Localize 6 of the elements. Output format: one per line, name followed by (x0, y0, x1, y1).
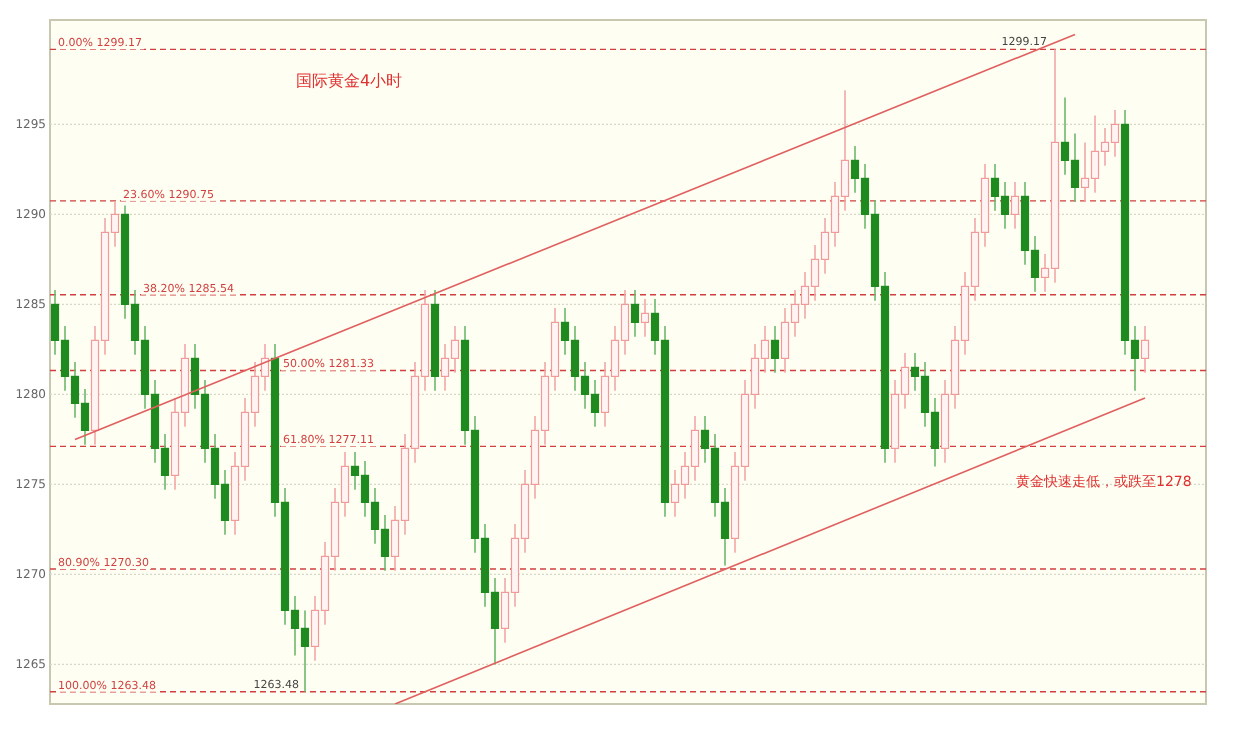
candlestick (630, 289, 640, 338)
candlestick (1140, 325, 1150, 374)
text: 国际黄金4小时 (296, 72, 403, 90)
candlestick (640, 298, 650, 338)
candlestick (1010, 181, 1020, 230)
candlestick (770, 325, 780, 374)
